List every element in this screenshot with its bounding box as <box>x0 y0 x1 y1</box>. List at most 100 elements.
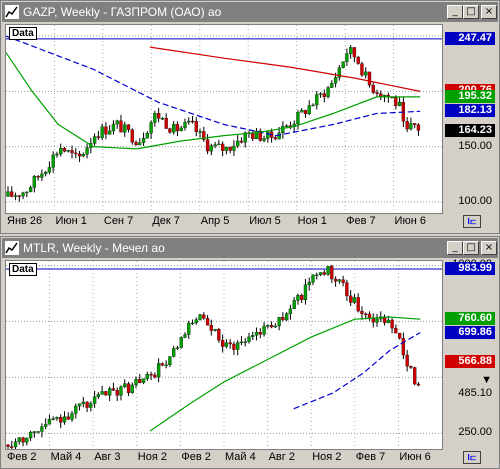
candle-body <box>397 101 402 106</box>
price-label: 983.99 <box>445 262 495 276</box>
minimize-button[interactable]: _ <box>447 241 463 255</box>
time-tick-label: Июн 1 <box>55 215 87 227</box>
scale-button[interactable]: I⊏ <box>463 451 481 464</box>
candle-body <box>311 104 315 107</box>
candle-body <box>25 437 29 443</box>
candle-body <box>349 295 353 303</box>
scale-button[interactable]: I⊏ <box>463 215 481 228</box>
price-label: 250.00 <box>458 426 492 439</box>
candle-body <box>277 132 281 140</box>
price-label: 195.32 <box>445 89 495 103</box>
candle-body <box>111 388 116 391</box>
candle-body <box>307 105 311 114</box>
candle-body <box>254 130 259 140</box>
candle-body <box>100 126 104 138</box>
candle-body <box>315 94 319 106</box>
candle-body <box>251 132 255 140</box>
time-tick-label: Фев 7 <box>346 215 376 227</box>
candle-body <box>405 354 409 367</box>
maximize-button[interactable]: □ <box>463 241 479 255</box>
candle-body <box>47 167 52 173</box>
candle-body <box>220 143 225 151</box>
candle-body <box>13 441 18 448</box>
candle-body <box>303 284 308 301</box>
chart-window-gazp[interactable]: GAZP, Weekly - ГАЗПРОМ (ОАО) ао _ □ × Da… <box>0 0 500 234</box>
candle-body <box>337 279 342 282</box>
candle-body <box>187 322 191 335</box>
candle-body <box>55 153 59 156</box>
candle-body <box>239 341 244 344</box>
candle-body <box>70 150 74 154</box>
candle-body <box>326 266 330 275</box>
candle-body <box>149 373 153 376</box>
candle-body <box>352 47 357 58</box>
candle-body <box>243 132 247 143</box>
chart-icon <box>5 241 19 255</box>
price-label: 150.00 <box>458 139 492 152</box>
candle-body <box>382 316 387 323</box>
price-chart-area[interactable]: Data <box>5 260 443 450</box>
candle-body <box>179 337 183 348</box>
candle-body <box>311 274 315 283</box>
candle-body <box>47 419 52 425</box>
candle-body <box>85 401 89 408</box>
candle-body <box>341 279 345 283</box>
candle-body <box>160 118 165 120</box>
candle-body <box>217 143 221 146</box>
candle-body <box>345 282 349 297</box>
candle-body <box>164 118 168 129</box>
candle-body <box>6 444 10 447</box>
candle-body <box>202 314 206 319</box>
price-chart-area[interactable]: Data <box>5 24 443 214</box>
candle-body <box>104 391 108 396</box>
candle-body <box>413 123 417 125</box>
time-tick-label: Ноя 2 <box>137 451 167 463</box>
candle-body <box>138 379 142 383</box>
candle-body <box>100 391 104 395</box>
candle-body <box>55 417 59 419</box>
candle-body <box>28 187 33 193</box>
candle-body <box>284 313 289 321</box>
title-bar[interactable]: MTLR, Weekly - Мечел ао _ □ × <box>2 238 498 258</box>
candle-body <box>108 388 112 396</box>
candle-body <box>360 63 364 76</box>
candlestick-chart <box>6 25 442 213</box>
candle-body <box>111 123 116 132</box>
maximize-button[interactable]: □ <box>463 5 479 19</box>
price-label: ▼ 485.10 <box>458 373 492 399</box>
candle-body <box>326 87 330 98</box>
candle-body <box>356 297 360 312</box>
candle-body <box>172 124 176 133</box>
candle-body <box>62 148 67 152</box>
candle-body <box>360 310 364 314</box>
minimize-button[interactable]: _ <box>447 5 463 19</box>
candle-body <box>364 313 368 315</box>
candle-body <box>96 394 101 397</box>
candle-body <box>198 131 202 133</box>
moving-average-red <box>149 46 421 92</box>
candle-body <box>236 342 240 350</box>
candle-body <box>371 318 375 323</box>
price-label: 566.88 <box>445 355 495 369</box>
candle-body <box>149 122 153 134</box>
chart-window-mtlr[interactable]: MTLR, Weekly - Мечел ао _ □ × Data 1000.… <box>0 236 500 469</box>
time-tick-label: Апр 5 <box>200 215 230 227</box>
time-tick-label: Июн 6 <box>394 215 426 227</box>
candle-body <box>318 272 323 276</box>
candle-body <box>85 147 89 155</box>
candle-body <box>153 113 157 123</box>
close-button[interactable]: × <box>481 241 497 255</box>
candle-body <box>172 348 176 357</box>
candle-body <box>62 416 67 423</box>
title-bar[interactable]: GAZP, Weekly - ГАЗПРОМ (ОАО) ао _ □ × <box>2 2 498 22</box>
candle-body <box>194 121 198 132</box>
candle-body <box>74 152 78 155</box>
candle-body <box>104 126 108 135</box>
candle-body <box>224 147 229 151</box>
close-button[interactable]: × <box>481 5 497 19</box>
candle-body <box>156 363 161 378</box>
time-tick-label: Май 4 <box>50 451 82 463</box>
time-tick-label: Дек 7 <box>152 215 180 227</box>
candle-body <box>405 121 409 130</box>
price-label: 100.00 <box>458 194 492 207</box>
